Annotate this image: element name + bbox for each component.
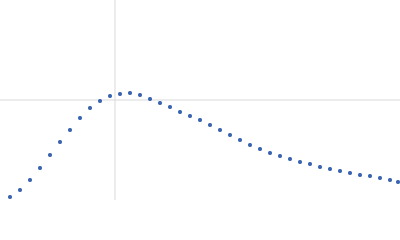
point: [158, 101, 162, 105]
chart: [0, 0, 400, 200]
point: [208, 123, 212, 127]
point: [108, 94, 112, 98]
point: [168, 105, 172, 109]
point: [8, 195, 12, 199]
point: [396, 180, 400, 184]
point: [378, 176, 382, 180]
point: [88, 106, 92, 110]
point: [288, 157, 292, 161]
point: [78, 116, 82, 120]
point: [28, 178, 32, 182]
point: [228, 133, 232, 137]
point: [178, 110, 182, 114]
point: [148, 97, 152, 101]
point: [198, 118, 202, 122]
point: [128, 91, 132, 95]
point: [18, 188, 22, 192]
point: [218, 128, 222, 132]
point: [68, 128, 72, 132]
point: [38, 166, 42, 170]
point: [298, 160, 302, 164]
point: [328, 167, 332, 171]
point: [118, 92, 122, 96]
point: [358, 173, 362, 177]
point: [248, 143, 252, 147]
point: [308, 162, 312, 166]
point: [388, 178, 392, 182]
point: [48, 153, 52, 157]
point: [338, 169, 342, 173]
point: [258, 147, 262, 151]
point: [188, 114, 192, 118]
point: [348, 171, 352, 175]
point: [238, 138, 242, 142]
point: [98, 99, 102, 103]
point: [278, 154, 282, 158]
point: [58, 140, 62, 144]
point: [318, 165, 322, 169]
point: [268, 151, 272, 155]
point: [138, 93, 142, 97]
point: [368, 174, 372, 178]
